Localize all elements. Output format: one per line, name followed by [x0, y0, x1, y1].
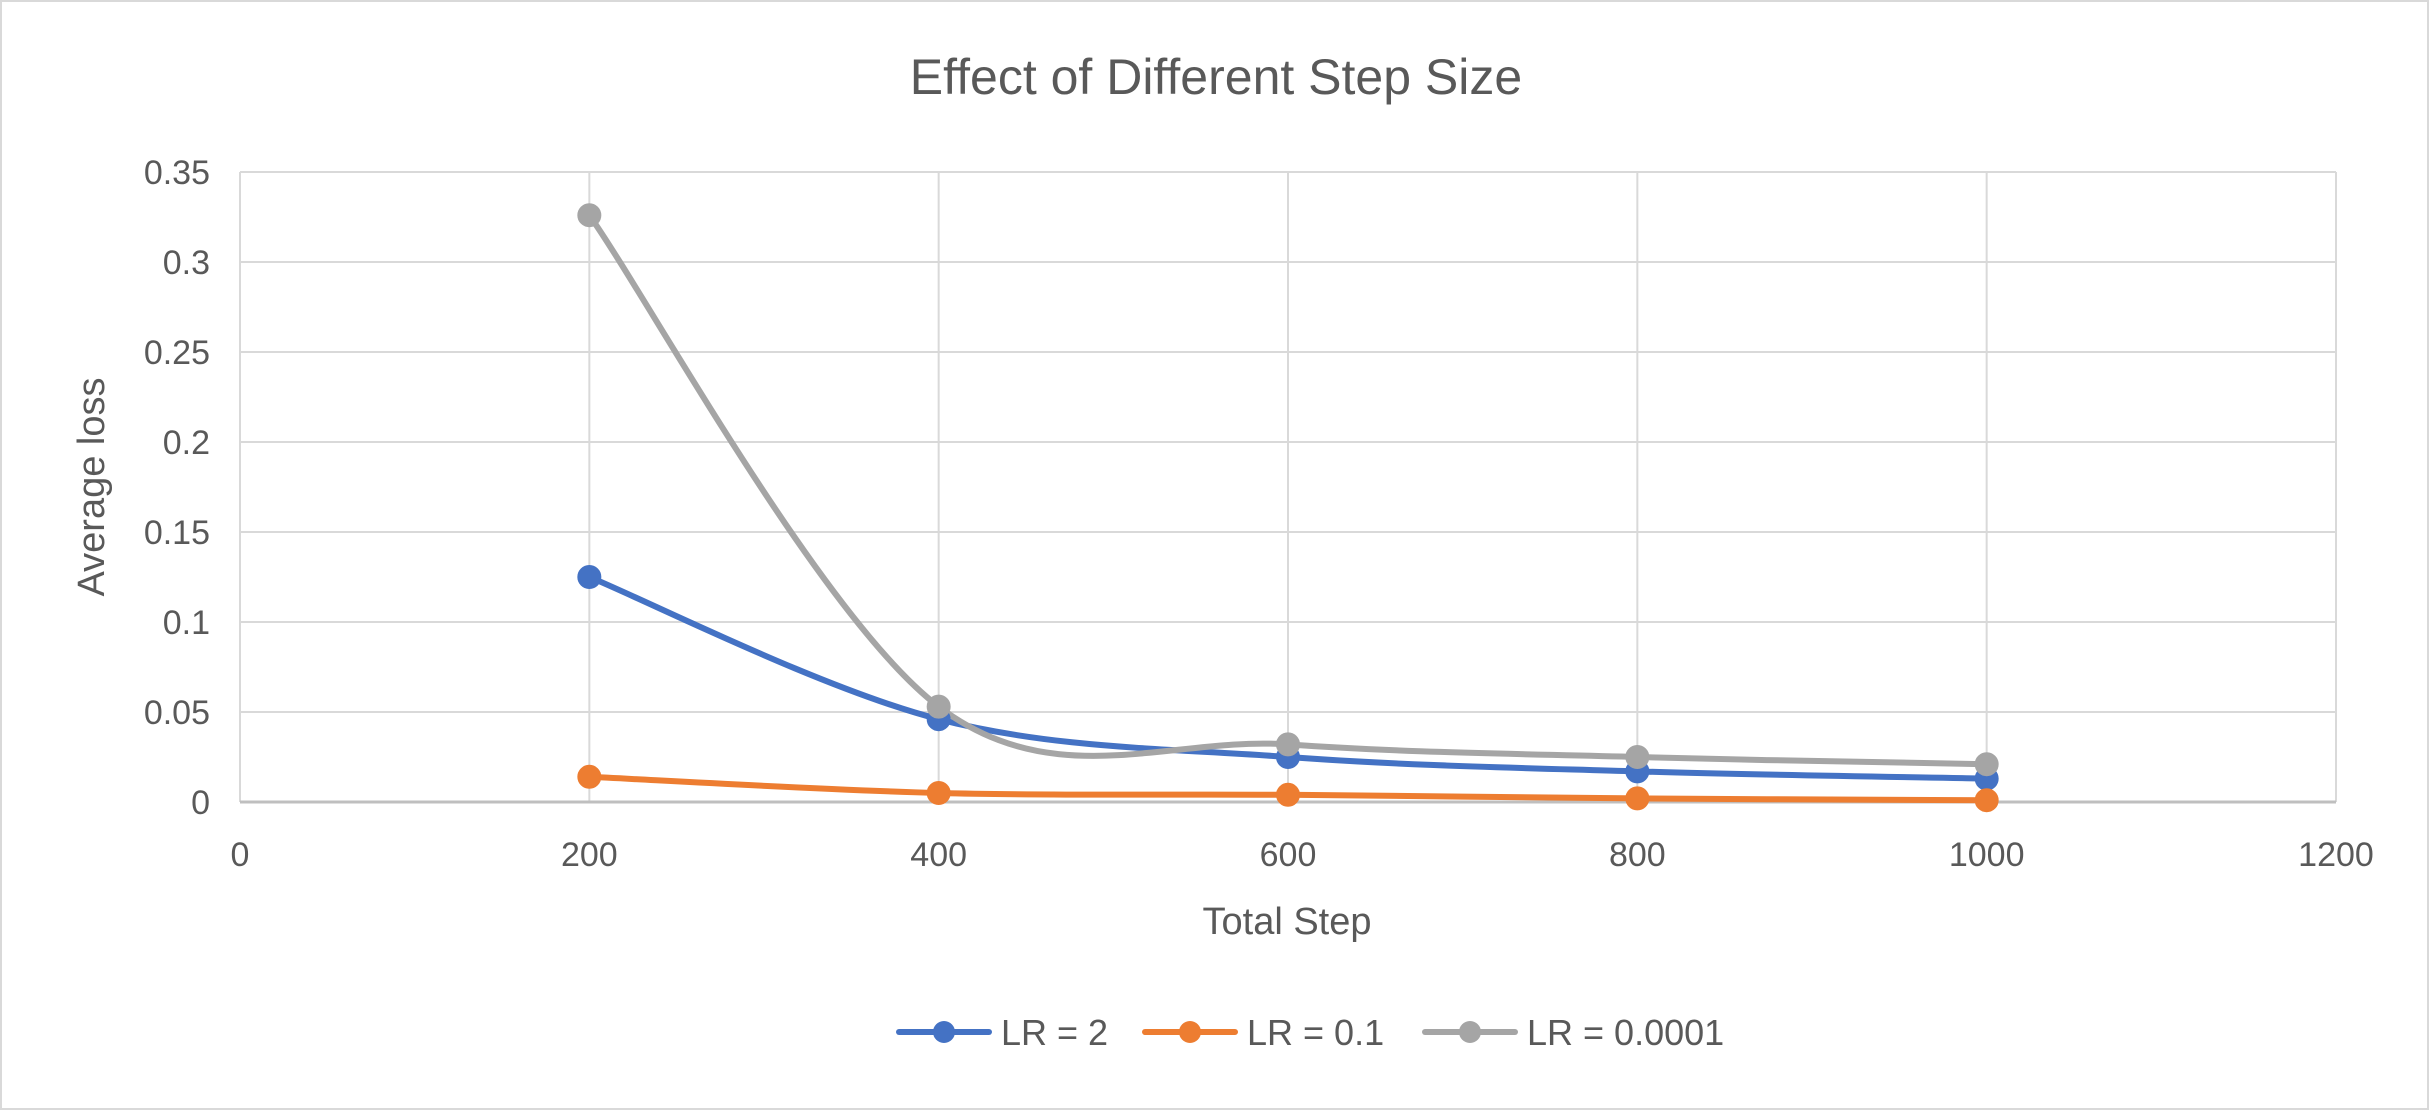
y-tick-label: 0.35 — [144, 154, 210, 192]
data-point — [926, 781, 951, 805]
y-tick-label: 0 — [191, 784, 210, 822]
x-tick-label: 600 — [1260, 836, 1317, 874]
x-tick-label: 200 — [561, 836, 618, 874]
data-point — [1974, 788, 1999, 813]
data-point — [1974, 752, 1999, 777]
y-tick-label: 0.2 — [163, 424, 210, 462]
y-tick-label: 0.15 — [144, 514, 210, 552]
data-point — [1625, 745, 1650, 769]
y-axis-title: Average loss — [71, 378, 113, 597]
legend: LR = 2 LR = 0.1 LR = 0.0001 — [896, 1012, 1724, 1053]
x-tick-label: 400 — [910, 836, 967, 874]
legend-label-0: LR = 2 — [1001, 1012, 1108, 1053]
legend-label-2: LR = 0.0001 — [1527, 1012, 1724, 1053]
y-tick-label: 0.1 — [163, 604, 210, 642]
x-axis-ticks: 0 200 400 600 800 1000 1200 — [231, 836, 2374, 874]
data-point — [577, 764, 602, 789]
series-line-2 — [586, 212, 1990, 768]
x-tick-label: 1000 — [1949, 836, 2025, 874]
legend-marker-0 — [933, 1021, 955, 1043]
gridlines — [239, 171, 2337, 804]
data-point — [926, 694, 951, 719]
legend-marker-1 — [1179, 1021, 1201, 1043]
data-point — [577, 203, 602, 228]
data-point — [1625, 786, 1650, 811]
x-tick-label: 800 — [1609, 836, 1666, 874]
series-points — [577, 203, 1999, 813]
x-axis-title: Total Step — [1203, 901, 1372, 943]
data-point — [577, 565, 602, 589]
x-tick-label: 0 — [231, 836, 250, 874]
legend-label-1: LR = 0.1 — [1247, 1012, 1384, 1053]
x-tick-label: 1200 — [2298, 836, 2374, 874]
y-tick-label: 0.25 — [144, 334, 210, 372]
chart-title: Effect of Different Step Size — [910, 49, 1522, 105]
y-tick-label: 0.3 — [163, 244, 210, 282]
y-axis-ticks: 0 0.05 0.1 0.15 0.2 0.25 0.3 0.35 — [144, 154, 210, 822]
legend-marker-2 — [1459, 1021, 1481, 1043]
data-point — [1276, 732, 1300, 757]
data-point — [1276, 782, 1300, 807]
y-tick-label: 0.05 — [144, 694, 210, 732]
